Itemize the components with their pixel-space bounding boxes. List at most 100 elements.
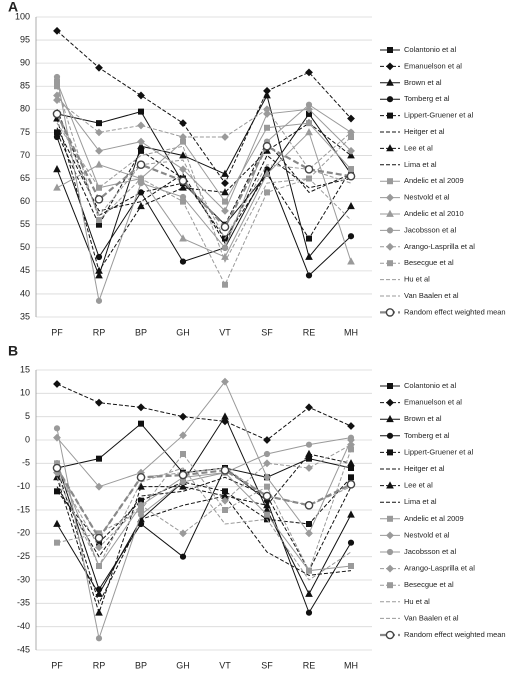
- data-point: [348, 474, 354, 481]
- legend-marker: [386, 414, 394, 423]
- panel-title: B: [8, 343, 18, 359]
- x-tick-label: MH: [344, 327, 358, 337]
- legend-marker: [387, 112, 393, 119]
- legend-label: Nestvold et al: [404, 530, 450, 539]
- data-point: [220, 466, 230, 475]
- data-point: [305, 128, 313, 136]
- data-point: [222, 281, 228, 288]
- data-point: [264, 189, 270, 196]
- series-line: [56, 113, 352, 240]
- legend-marker: [386, 398, 394, 407]
- data-point: [221, 206, 229, 215]
- data-point: [347, 114, 355, 123]
- legend-marker: [386, 78, 394, 86]
- series-line: [56, 467, 352, 581]
- data-point: [305, 403, 313, 412]
- y-tick-label: 15: [20, 364, 30, 374]
- series-line: [56, 81, 352, 203]
- data-point: [137, 482, 145, 490]
- data-point: [53, 183, 61, 191]
- legend-marker: [387, 47, 393, 53]
- data-point: [263, 450, 271, 458]
- data-point: [96, 184, 102, 191]
- data-point: [305, 589, 313, 597]
- data-point: [221, 188, 229, 196]
- data-point: [138, 147, 144, 154]
- data-point: [53, 519, 61, 527]
- legend-label: Jacobsson et al: [404, 547, 456, 556]
- legend-label: Jacobsson et al: [404, 225, 456, 234]
- data-point: [95, 608, 103, 616]
- data-point: [52, 109, 62, 119]
- data-point: [136, 473, 146, 482]
- data-point: [137, 403, 145, 412]
- data-point: [304, 165, 314, 174]
- data-point: [179, 151, 187, 159]
- series-line: [56, 467, 352, 605]
- data-point: [95, 398, 103, 407]
- x-tick-label: SF: [261, 660, 273, 670]
- y-tick-label: 10: [20, 388, 30, 398]
- legend-marker: [386, 564, 394, 573]
- data-point: [179, 529, 187, 538]
- legend-label: Arango-Lasprilla et al: [404, 564, 475, 573]
- y-tick-label: -30: [17, 574, 30, 584]
- data-point: [304, 501, 314, 510]
- data-point: [95, 586, 103, 593]
- legend-label: Brown et al: [404, 414, 442, 423]
- data-point: [221, 412, 229, 420]
- data-point: [96, 455, 102, 462]
- data-point: [53, 473, 61, 481]
- legend-label: Andelic et al 2010: [404, 209, 464, 218]
- series-line: [56, 132, 352, 240]
- data-point: [137, 121, 145, 130]
- y-tick-label: 85: [20, 81, 30, 91]
- data-point: [96, 120, 102, 127]
- data-point: [306, 521, 312, 527]
- x-tick-label: MH: [344, 660, 358, 670]
- data-point: [179, 412, 187, 421]
- x-tick-label: VT: [219, 660, 231, 670]
- data-point: [138, 108, 144, 115]
- legend-marker: [387, 383, 393, 389]
- series-line: [56, 76, 352, 303]
- data-point: [137, 137, 145, 146]
- data-point: [180, 451, 186, 457]
- legend-label: Nestvold et al: [404, 193, 450, 202]
- data-point: [52, 463, 62, 473]
- data-point: [263, 105, 271, 114]
- data-point: [305, 609, 313, 616]
- data-point: [178, 176, 188, 186]
- legend-marker: [386, 548, 394, 556]
- legend-label: Van Baalen et al: [404, 291, 459, 300]
- x-tick-label: RP: [93, 660, 106, 670]
- data-point: [306, 235, 312, 242]
- data-point: [264, 124, 270, 131]
- data-point: [263, 459, 271, 468]
- series-line: [56, 453, 352, 615]
- legend-label: Lee et al: [404, 481, 433, 490]
- legend-marker: [386, 481, 394, 489]
- y-tick-label: 40: [20, 288, 30, 298]
- legend-marker: [386, 209, 394, 217]
- x-tick-label: SF: [261, 327, 273, 337]
- x-tick-label: PF: [51, 660, 63, 670]
- data-point: [305, 529, 313, 538]
- data-point: [305, 464, 313, 472]
- data-point: [95, 482, 103, 491]
- series-line: [56, 444, 352, 549]
- data-point: [95, 297, 103, 304]
- data-point: [263, 473, 271, 482]
- x-tick-label: RE: [303, 327, 316, 337]
- data-point: [221, 244, 229, 251]
- legend-marker: [386, 96, 394, 103]
- y-tick-label: 100: [15, 11, 30, 21]
- data-point: [95, 589, 103, 597]
- data-point: [136, 160, 146, 169]
- data-point: [138, 175, 144, 182]
- data-point: [179, 482, 187, 490]
- data-point: [95, 635, 103, 642]
- data-point: [95, 543, 103, 552]
- y-tick-label: -35: [17, 598, 30, 608]
- series-line: [56, 467, 352, 541]
